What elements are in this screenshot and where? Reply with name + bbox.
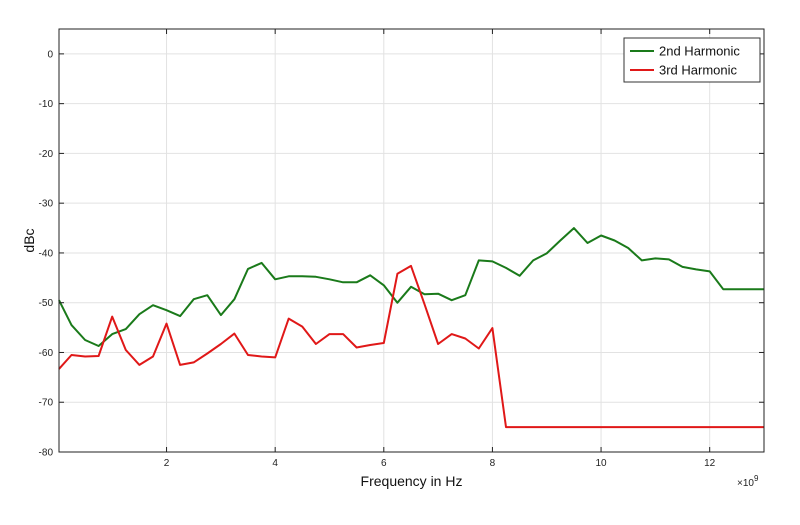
y-tick-label: -40 [39,248,54,259]
legend-label-2nd-harmonic: 2nd Harmonic [659,44,740,59]
y-tick-label: -30 [39,199,54,210]
x-tick-label: 10 [595,458,607,469]
grid [59,29,764,453]
x-tick-label: 6 [381,458,387,469]
x-axis-exponent-power: 9 [754,474,759,483]
y-tick-label: 0 [47,49,53,60]
ticks: 2 4 6 8 10 12 0 -10 -20 -30 -40 -50 -60 -70 -80 [39,29,764,469]
x-axis-exponent: ×109 [737,474,759,489]
x-axis-exponent-base: ×10 [737,478,754,489]
x-tick-label: 2 [164,458,170,469]
y-tick-label: -80 [39,448,54,459]
series-layer [58,227,764,429]
y-tick-label: -60 [39,348,54,359]
series-line-3rd-harmonic [58,264,764,429]
y-tick-label: -10 [39,99,54,110]
plot-frame [58,28,765,453]
legend-box [623,37,761,83]
y-tick-label: -70 [39,398,54,409]
x-axis-label: Frequency in Hz [361,473,463,489]
plot-area [59,29,764,452]
x-tick-label: 4 [272,458,278,469]
legend: 2nd Harmonic 3rd Harmonic [623,37,761,83]
y-axis-label: dBc [21,228,37,252]
x-tick-label: 12 [704,458,716,469]
y-tick-label: -20 [39,149,54,160]
legend-label-3rd-harmonic: 3rd Harmonic [659,63,738,78]
x-tick-label: 8 [490,458,496,469]
y-tick-label: -50 [39,298,54,309]
series-line-2nd-harmonic [58,227,764,347]
